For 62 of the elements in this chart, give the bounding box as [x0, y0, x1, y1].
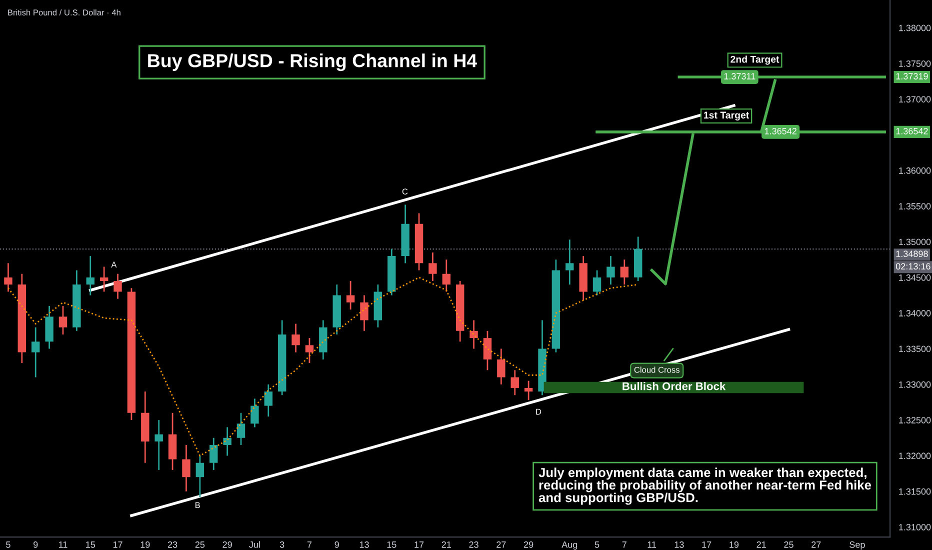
x-tick-label: 5 [594, 542, 600, 548]
y-tick-label: 1.33500 [899, 346, 931, 352]
annotation: A [111, 262, 117, 268]
y-tick-label: 1.34500 [899, 274, 931, 281]
annotation: Bullish Order Block [622, 382, 726, 390]
text: 02:13:16 [896, 263, 930, 270]
y-tick-label: 1.38000 [899, 24, 931, 32]
text: 1.36542 [896, 128, 928, 134]
y-tick-label: 1.35500 [899, 203, 931, 210]
x-tick-label: 25 [195, 541, 205, 548]
annotation: D [536, 408, 542, 415]
x-tick-label: 19 [730, 541, 739, 548]
annotation: Cloud Cross [634, 366, 680, 373]
x-tick-label: 7 [307, 542, 312, 548]
annotation: 1st Target [704, 112, 750, 121]
x-tick-label: 21 [442, 541, 451, 548]
x-tick-label: 13 [674, 541, 684, 548]
y-tick-label: 1.36000 [899, 167, 931, 174]
text: 1.37319 [896, 73, 928, 80]
x-tick-label: 23 [469, 541, 478, 548]
y-tick-label: 1.35000 [899, 238, 931, 246]
x-tick-label: 15 [86, 542, 96, 548]
x-tick-label: 11 [58, 542, 68, 548]
x-tick-label: 23 [168, 541, 178, 548]
x-tick-label: 3 [280, 541, 284, 548]
y-tick-label: 1.32000 [899, 452, 931, 460]
x-tick-label: 29 [524, 541, 534, 548]
x-tick-label: 19 [140, 541, 150, 548]
x-tick-label: 27 [812, 541, 821, 548]
y-tick-label: 1.37000 [899, 96, 931, 102]
y-tick-label: 1.32500 [899, 417, 931, 424]
x-tick-label: Aug [562, 542, 578, 550]
y-tick-label: 1.37500 [899, 60, 931, 67]
x-tick-label: 9 [34, 541, 38, 548]
annotation: 1.37311 [724, 73, 756, 80]
x-tick-label: 27 [496, 541, 506, 548]
annotation: C [402, 188, 408, 194]
x-tick-label: 21 [756, 541, 766, 548]
x-tick-label: 17 [414, 542, 424, 548]
x-tick-label: Sep [850, 541, 865, 550]
annotation: B [196, 502, 200, 508]
x-tick-label: 7 [622, 542, 626, 548]
x-tick-label: 13 [360, 541, 369, 548]
text: British Pound / U.S. Dollar · 4h [8, 9, 120, 16]
annotation: 2nd Target [730, 56, 780, 65]
y-tick-label: 1.33000 [899, 381, 931, 388]
x-tick-label: 11 [648, 542, 656, 548]
x-tick-label: 17 [702, 542, 712, 548]
annotation: July employment data came in weaker than expected, reducing the probability of another near-term Fed hike and supporting GBP/USD. [538, 468, 872, 505]
x-tick-label: 5 [6, 542, 10, 548]
x-tick-label: 15 [387, 542, 396, 548]
x-tick-label: 25 [784, 541, 794, 548]
x-tick-label: 9 [334, 541, 339, 548]
x-tick-label: 17 [113, 542, 122, 548]
y-tick-label: 1.31000 [899, 524, 931, 530]
text: Buy GBP/USD - Rising Channel in H4 [148, 54, 477, 72]
y-tick-label: 1.31500 [899, 488, 931, 495]
x-tick-label: Jul [249, 541, 260, 548]
ref-line-label: 1.34898 [896, 250, 928, 258]
x-tick-label: 29 [222, 541, 232, 548]
y-tick-label: 1.34000 [899, 310, 931, 316]
annotation: 1.36542 [764, 128, 796, 134]
